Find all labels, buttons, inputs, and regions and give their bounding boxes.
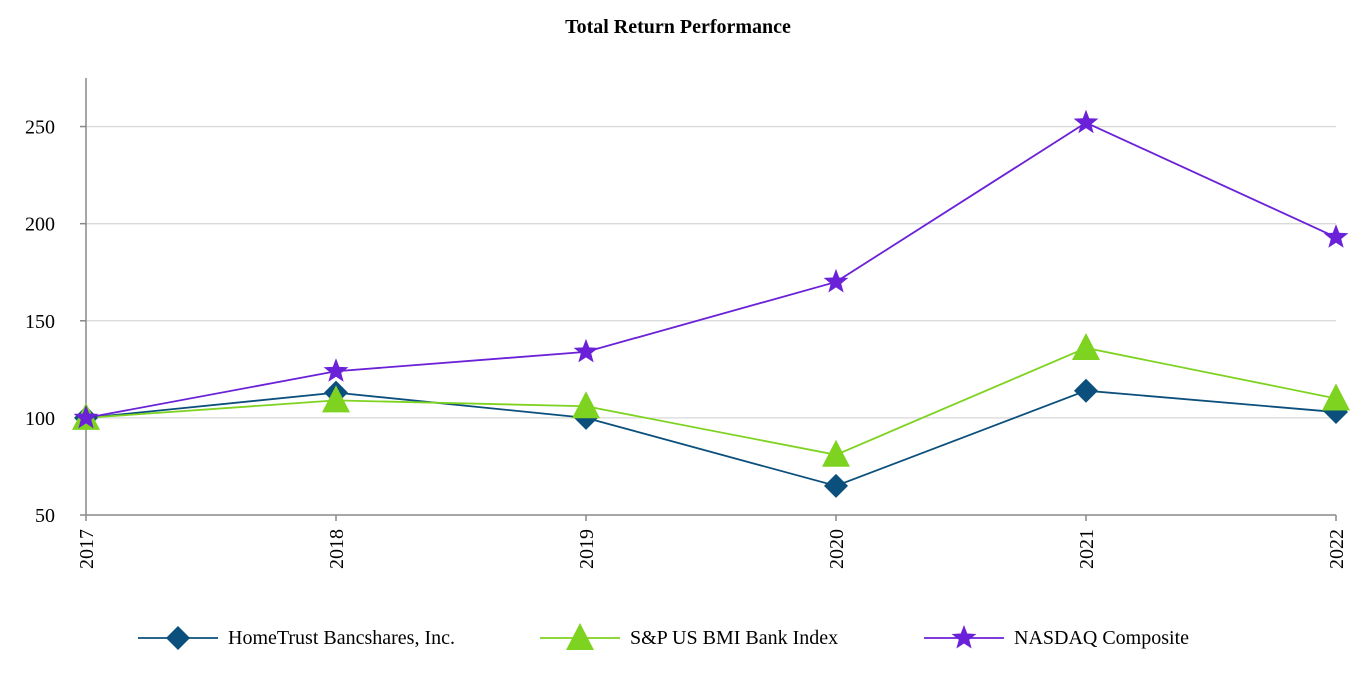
legend-item: S&P US BMI Bank Index	[540, 620, 838, 656]
series-3-point	[323, 358, 349, 382]
legend-item: NASDAQ Composite	[924, 620, 1189, 656]
y-tick-label: 100	[25, 408, 55, 430]
legend-marker	[566, 623, 594, 650]
x-tick-label: 2020	[826, 529, 848, 569]
series-3-point	[1073, 109, 1099, 134]
legend-swatch-diamond	[138, 626, 218, 650]
series-3-point	[73, 404, 99, 429]
series-markers	[72, 109, 1350, 498]
series-2-point	[1072, 332, 1100, 360]
series-line-2	[85, 347, 1337, 456]
y-tick-label: 150	[25, 311, 55, 333]
series-line-3	[85, 121, 1337, 419]
legend: HomeTrust Bancshares, Inc. S&P US BMI Ban…	[0, 620, 1356, 656]
x-tick-label: 2018	[326, 529, 348, 569]
line-chart: 50 100 150 200 250 2017 2018 2019 2020 2021 2022	[25, 78, 1350, 569]
series-lines	[85, 121, 1337, 487]
series-3-point	[1323, 224, 1349, 248]
gridlines	[86, 125, 1336, 419]
legend-item: HomeTrust Bancshares, Inc.	[138, 620, 455, 656]
legend-marker	[951, 625, 977, 649]
series-1-point	[1074, 378, 1098, 403]
series-2-point	[822, 439, 850, 467]
x-tick-label: 2021	[1076, 529, 1098, 569]
y-tick-label: 200	[25, 214, 55, 236]
series-2-point	[322, 385, 350, 413]
legend-swatch-triangle	[540, 623, 620, 650]
series-1-point	[824, 473, 848, 498]
x-tick-label: 2019	[576, 529, 598, 569]
series-2-point	[1322, 383, 1350, 411]
legend-marker	[166, 626, 190, 650]
x-tick-label: 2022	[1326, 529, 1348, 569]
y-tick-label: 50	[35, 505, 55, 527]
y-tick-label: 250	[25, 117, 55, 139]
x-tick-label: 2017	[76, 529, 98, 569]
tick-labels: 50 100 150 200 250 2017 2018 2019 2020 2021 2022	[25, 117, 1348, 569]
legend-swatch-star	[924, 625, 1004, 649]
series-3-point	[573, 338, 599, 363]
chart-title: Total Return Performance	[565, 16, 791, 38]
legend-label: HomeTrust Bancshares, Inc.	[228, 626, 456, 649]
series-2-point	[572, 391, 600, 419]
axes	[80, 78, 1337, 521]
series-3-point	[823, 268, 849, 293]
legend-label: S&P US BMI Bank Index	[630, 626, 839, 649]
legend-label: NASDAQ Composite	[1014, 626, 1190, 649]
series-line-1	[85, 389, 1337, 487]
